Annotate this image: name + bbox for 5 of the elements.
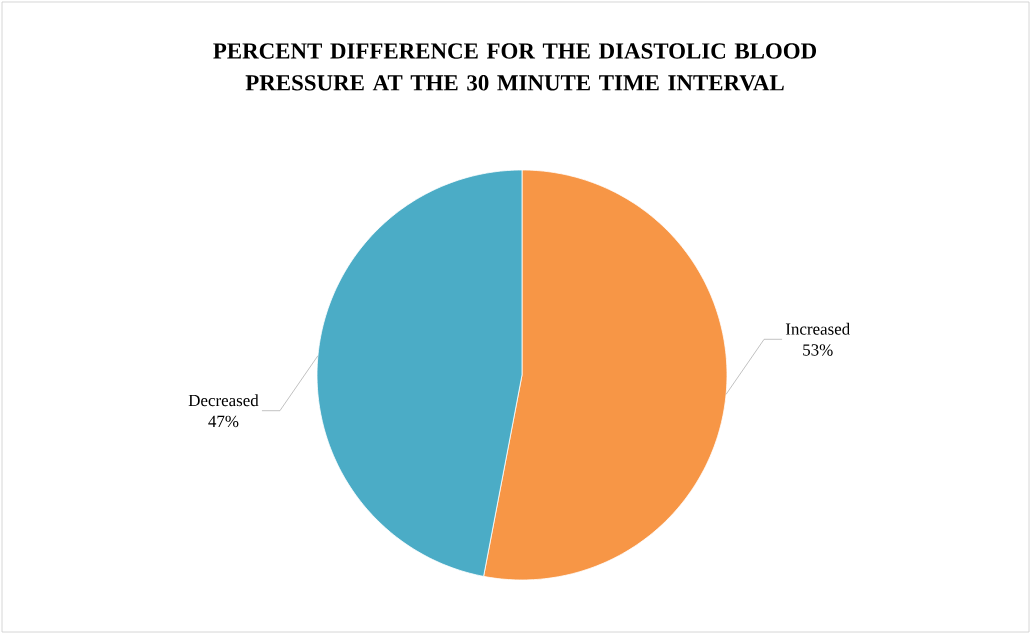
- data-label: 53%: [803, 344, 833, 356]
- data-label: 47%: [208, 415, 239, 428]
- slice-label: Decreased: [188, 394, 259, 407]
- slice-label: Increased: [785, 322, 850, 335]
- chart-title: PERCENT DIFFERENCE FOR THE DIASTOLIC BLOOD PRESSURE AT THE 30 MINUTE TIME INTERVAL: [213, 43, 817, 91]
